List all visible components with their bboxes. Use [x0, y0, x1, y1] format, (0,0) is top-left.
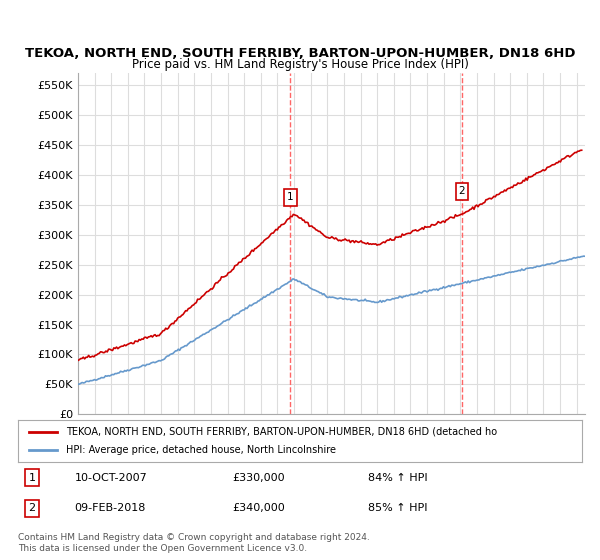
Text: £340,000: £340,000	[232, 503, 285, 514]
Text: 2: 2	[458, 186, 466, 197]
Text: 1: 1	[287, 193, 294, 203]
Text: TEKOA, NORTH END, SOUTH FERRIBY, BARTON-UPON-HUMBER, DN18 6HD: TEKOA, NORTH END, SOUTH FERRIBY, BARTON-…	[25, 46, 575, 60]
Text: HPI: Average price, detached house, North Lincolnshire: HPI: Average price, detached house, Nort…	[66, 445, 336, 455]
Text: £330,000: £330,000	[232, 473, 285, 483]
Text: 09-FEB-2018: 09-FEB-2018	[74, 503, 146, 514]
Text: 1: 1	[29, 473, 35, 483]
Text: Contains HM Land Registry data © Crown copyright and database right 2024.
This d: Contains HM Land Registry data © Crown c…	[18, 533, 370, 553]
Text: 10-OCT-2007: 10-OCT-2007	[74, 473, 147, 483]
Text: 84% ↑ HPI: 84% ↑ HPI	[368, 473, 427, 483]
Text: Price paid vs. HM Land Registry's House Price Index (HPI): Price paid vs. HM Land Registry's House …	[131, 58, 469, 71]
Text: TEKOA, NORTH END, SOUTH FERRIBY, BARTON-UPON-HUMBER, DN18 6HD (detached ho: TEKOA, NORTH END, SOUTH FERRIBY, BARTON-…	[66, 427, 497, 437]
Text: 85% ↑ HPI: 85% ↑ HPI	[368, 503, 427, 514]
Text: 2: 2	[29, 503, 35, 514]
